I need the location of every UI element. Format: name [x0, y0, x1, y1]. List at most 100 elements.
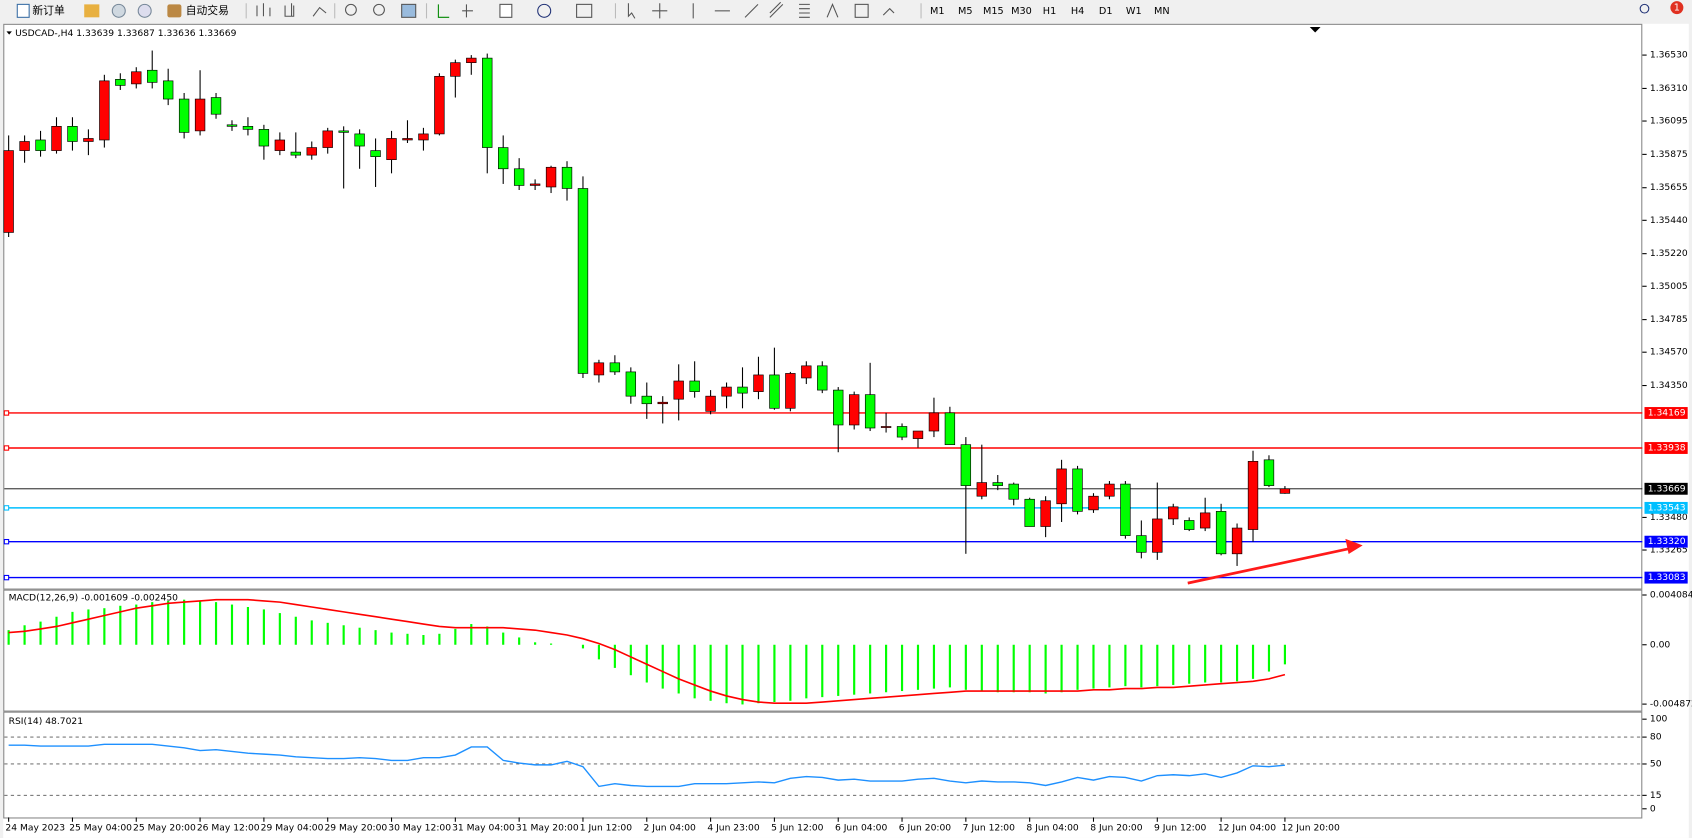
signal-line [8, 598, 1286, 705]
trend-arrow [1187, 538, 1363, 585]
y-tick-label: 0.00 [1650, 639, 1671, 650]
new-order-label: 新订单 [32, 4, 65, 17]
icon[interactable] [462, 4, 473, 18]
toolbar-icons [245, 1, 1650, 19]
x-tick-label: 25 May 20:00 [133, 823, 196, 834]
candle-body [1263, 459, 1275, 486]
x-tick-label: 8 Jun 20:00 [1090, 823, 1143, 834]
candle-body [1104, 483, 1115, 497]
candle-body [1136, 535, 1147, 553]
y-tick-label: -0.004872 [1650, 699, 1692, 710]
icon[interactable] [854, 3, 869, 18]
candle-body [35, 139, 46, 151]
pane-title: RSI(14) 48.7021 [9, 716, 83, 727]
timeframe-button[interactable]: MN [1154, 6, 1170, 17]
candle-body [115, 79, 126, 86]
x-tick-label: 24 May 2023 [5, 823, 65, 834]
icon[interactable] [576, 3, 593, 18]
icon[interactable] [826, 2, 839, 18]
candle-body [848, 394, 860, 426]
candle-body [178, 98, 190, 133]
icon[interactable] [312, 6, 327, 17]
icon [16, 3, 30, 18]
level-label-box [1644, 407, 1688, 419]
level-label-box [1644, 571, 1688, 584]
timeframe-button[interactable]: W1 [1126, 6, 1142, 17]
toolbar-bg [0, 0, 1692, 22]
candle-body [1152, 518, 1163, 553]
x-tick-label: 8 Jun 04:00 [1026, 823, 1079, 834]
timeframe-button[interactable]: M30 [1011, 6, 1032, 17]
icon[interactable] [769, 1, 784, 18]
timeframe-button[interactable]: M5 [958, 6, 973, 17]
icon[interactable] [111, 3, 126, 18]
main-pane-frame [3, 23, 1643, 590]
candle-body [51, 126, 62, 151]
icon[interactable] [627, 3, 636, 19]
toolbar: 新订单 自动交易 [0, 0, 1692, 22]
x-tick-label: 12 Jun 04:00 [1218, 823, 1276, 834]
candle-body [402, 138, 413, 141]
timeframe-button[interactable]: M15 [983, 6, 1004, 17]
level-label-box [1644, 535, 1688, 548]
level-handle [3, 505, 10, 511]
timeframe-button[interactable]: D1 [1099, 6, 1113, 17]
candle-body [498, 147, 509, 170]
candle-body [194, 98, 206, 132]
candle-body [466, 57, 477, 63]
y-tick-label: 1.35655 [1650, 182, 1688, 193]
candle-body [3, 150, 14, 233]
x-tick-label: 12 Jun 20:00 [1282, 823, 1340, 834]
level-label: 1.33543 [1648, 502, 1686, 513]
candle-body [896, 426, 908, 438]
icon[interactable] [437, 4, 450, 18]
candle-body [673, 380, 684, 400]
candle-body [354, 133, 365, 147]
y-tick-label: 15 [1650, 790, 1662, 801]
x-tick-label: 9 Jun 12:00 [1154, 823, 1207, 834]
candle-body [513, 168, 525, 186]
candle-body [960, 444, 972, 486]
icon[interactable] [401, 3, 417, 18]
icon[interactable] [84, 4, 100, 18]
candle-body [641, 395, 652, 405]
icon[interactable] [344, 3, 357, 16]
x-tick-label: 31 May 04:00 [452, 823, 515, 834]
candle-body [577, 188, 589, 374]
candle-body [1168, 506, 1179, 520]
candle-body [226, 124, 238, 127]
notification-count: 1 [1674, 3, 1680, 14]
icon[interactable] [137, 3, 152, 18]
icon[interactable] [284, 3, 295, 17]
timeframe-button[interactable]: M1 [930, 6, 945, 17]
candle-body [386, 138, 397, 161]
icon[interactable] [537, 3, 552, 18]
icon[interactable] [499, 3, 513, 18]
candle-body [817, 365, 828, 391]
x-tick-label: 7 Jun 12:00 [963, 823, 1016, 834]
timeframe-button[interactable]: H1 [1043, 6, 1056, 17]
timeframe-button[interactable]: H4 [1071, 6, 1084, 17]
icon[interactable] [799, 3, 810, 18]
candle-body [131, 71, 142, 85]
arrow-shaft [1187, 547, 1350, 585]
icon[interactable] [882, 7, 895, 16]
candle-body [705, 395, 716, 412]
level-label: 1.34169 [1648, 407, 1686, 418]
level-label: 1.33320 [1648, 536, 1686, 547]
new-order-button[interactable]: 新订单 [16, 3, 65, 18]
candle-body [689, 380, 700, 392]
candle-body [864, 394, 876, 429]
candle-body [944, 412, 956, 445]
icon[interactable] [256, 3, 271, 17]
icon[interactable] [652, 3, 668, 19]
candle-body [306, 147, 317, 156]
candle-body [322, 130, 333, 148]
icon[interactable] [1639, 3, 1650, 14]
icon[interactable] [744, 3, 759, 18]
y-tick-label: 50 [1650, 758, 1662, 769]
notification-badge[interactable] [1670, 1, 1684, 15]
candle-body [434, 75, 445, 135]
auto-trading-button[interactable]: 自动交易 [167, 4, 229, 18]
icon[interactable] [373, 3, 385, 16]
